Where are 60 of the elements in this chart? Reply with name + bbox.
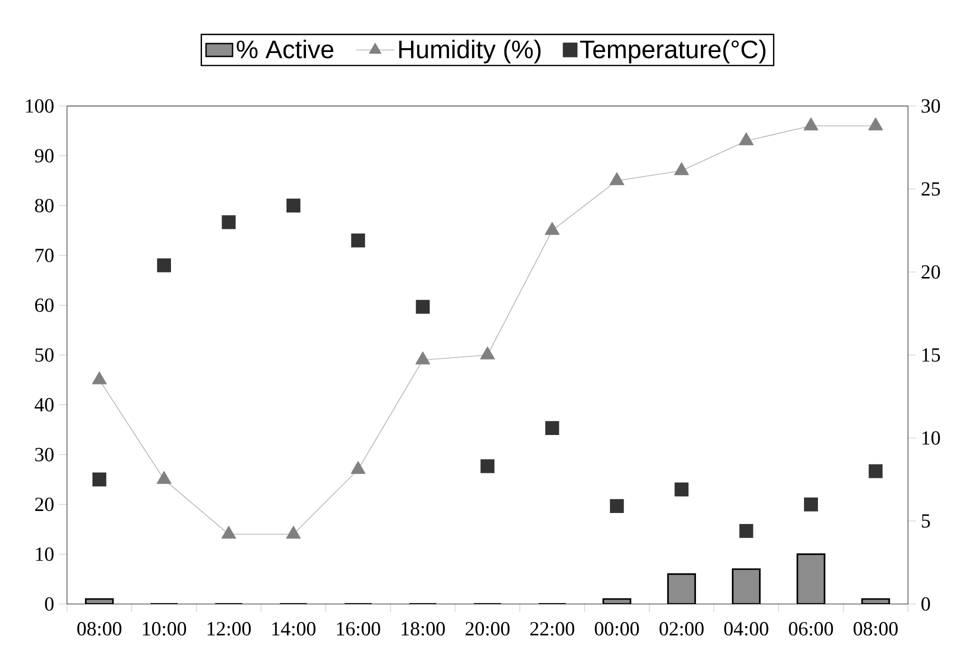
point	[92, 371, 107, 384]
y-tick-label: 60	[35, 298, 54, 312]
point	[351, 234, 366, 248]
y2-tick-label: 5	[922, 514, 930, 528]
y-tick-label: 10	[36, 547, 54, 561]
point	[804, 118, 818, 130]
legend-label: Humidity (%)	[399, 40, 541, 64]
x-tick-label: 08:00	[77, 622, 122, 636]
x-tick-label: 22:00	[530, 622, 574, 636]
x-tick-label: 20:00	[466, 622, 510, 636]
y2-tick-label: 25	[922, 182, 940, 196]
x-tick-label: 00:00	[594, 622, 639, 636]
x-tick-label: 16:00	[337, 622, 380, 636]
point	[480, 459, 494, 474]
point	[738, 132, 754, 146]
point	[739, 524, 754, 538]
legend-label: % Active	[236, 40, 334, 58]
x-tick-label: 08:00	[854, 622, 898, 636]
y-tick-label: 70	[36, 248, 54, 262]
x-tick-label: 10:00	[143, 622, 186, 636]
y-tick-label: 20	[35, 498, 54, 512]
y2-tick-label: 20	[922, 265, 940, 279]
x-tick-label: 18:00	[402, 622, 445, 636]
point	[480, 346, 495, 360]
point	[157, 258, 171, 272]
point	[415, 352, 430, 364]
y2-tick-label: 30	[922, 99, 940, 113]
x-tick-label: 04:00	[724, 622, 768, 636]
point	[544, 222, 560, 235]
point	[222, 215, 236, 230]
x-tick-label: 12:00	[208, 622, 251, 636]
point	[674, 162, 689, 176]
y-tick-label: 0	[45, 597, 54, 611]
x-tick-label: 14:00	[272, 622, 316, 636]
legend-label: Temperature(°C)	[580, 40, 766, 64]
point	[286, 198, 300, 213]
y2-tick-label: 0	[921, 597, 930, 611]
y-tick-label: 100	[26, 99, 54, 113]
point	[221, 526, 236, 539]
point	[350, 461, 366, 474]
y2-tick-label: 10	[922, 431, 940, 445]
y2-tick-label: 15	[922, 348, 940, 362]
x-tick-label: 02:00	[660, 622, 704, 636]
point	[545, 421, 560, 435]
point	[610, 172, 624, 186]
point	[804, 497, 818, 512]
y-tick-label: 30	[35, 448, 54, 462]
point	[868, 464, 883, 478]
y-tick-label: 50	[35, 348, 54, 362]
y-tick-label: 40	[34, 398, 54, 412]
point	[868, 118, 883, 130]
point	[92, 472, 106, 486]
point	[674, 482, 689, 496]
y-tick-label: 90	[34, 149, 54, 163]
point	[156, 471, 172, 484]
y-tick-label: 80	[35, 198, 54, 212]
point	[286, 526, 301, 539]
x-tick-label: 06:00	[788, 622, 833, 636]
point	[610, 499, 624, 513]
point	[416, 300, 430, 314]
